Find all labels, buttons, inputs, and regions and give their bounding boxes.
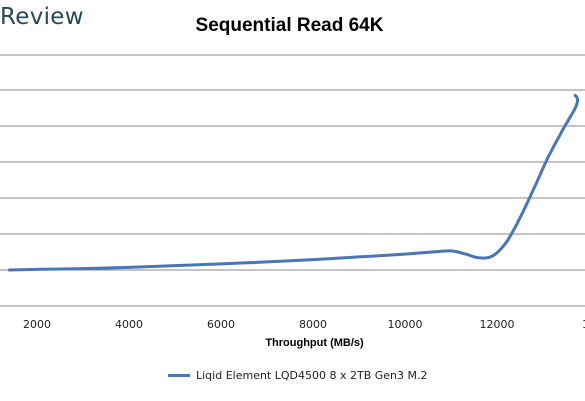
x-tick-label: 4000 — [115, 318, 143, 331]
chart-title: Sequential Read 64K — [195, 15, 384, 36]
series-lines — [7, 93, 580, 272]
x-tick-label: 12000 — [480, 318, 515, 331]
series-line — [7, 93, 580, 272]
x-tick-label: 10000 — [388, 318, 423, 331]
legend: Liqid Element LQD4500 8 x 2TB Gen3 M.2 — [168, 369, 428, 382]
x-tick-label: 2000 — [23, 318, 51, 331]
legend-swatch — [168, 374, 190, 377]
x-tick-label: 14 — [582, 318, 585, 331]
grid-lines — [0, 54, 585, 307]
x-axis-label: Throughput (MB/s) — [265, 337, 364, 349]
x-tick-labels: 2000 4000 6000 8000 10000 12000 14 — [23, 318, 585, 331]
x-tick-label: 8000 — [299, 318, 327, 331]
legend-label: Liqid Element LQD4500 8 x 2TB Gen3 M.2 — [196, 369, 428, 382]
site-logo: Review — [0, 4, 84, 30]
x-tick-label: 6000 — [207, 318, 235, 331]
